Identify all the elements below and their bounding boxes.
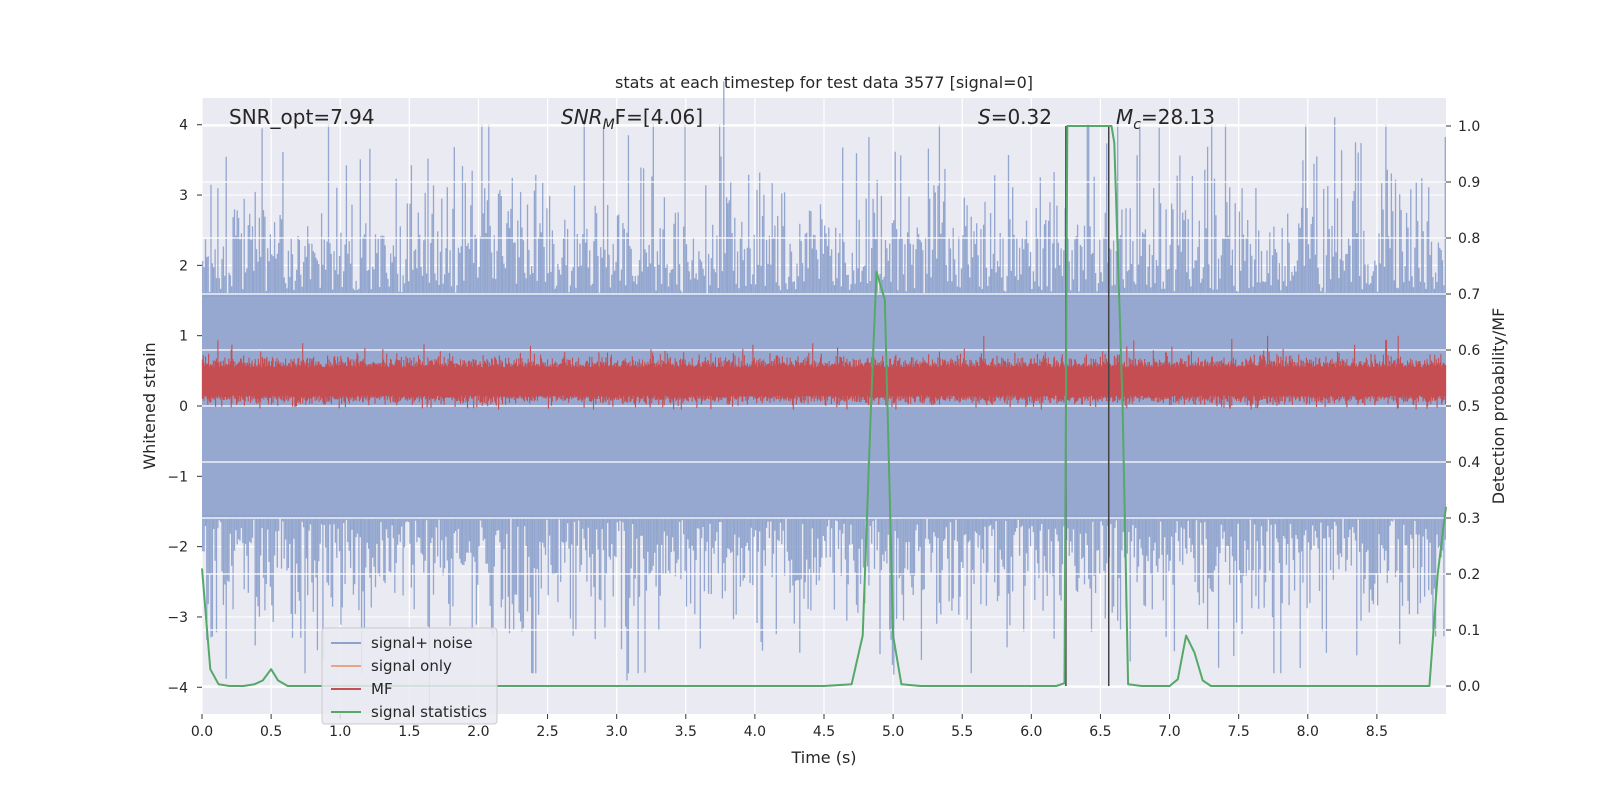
legend-label: signal statistics xyxy=(371,703,487,721)
y-left-tick-label: −1 xyxy=(167,469,188,485)
y-right-tick-label: 1.0 xyxy=(1458,119,1480,135)
s-value: =0.32 xyxy=(991,105,1052,129)
x-tick-label: 4.0 xyxy=(744,724,766,740)
chart-title: stats at each timestep for test data 357… xyxy=(615,73,1033,92)
mf-series xyxy=(201,335,1447,410)
signal-statistics-series xyxy=(201,125,1447,687)
y-left-tick-label: 3 xyxy=(179,188,188,204)
x-tick-label: 7.5 xyxy=(1228,724,1250,740)
snr-mf-suffix: F=[4.06] xyxy=(615,105,703,129)
y-right-tick-label: 0.5 xyxy=(1458,399,1480,415)
x-tick-label: 7.0 xyxy=(1158,724,1180,740)
y-left-tick-label: −2 xyxy=(167,540,188,556)
x-tick-label: 8.5 xyxy=(1366,724,1388,740)
legend-box xyxy=(321,627,498,725)
x-tick-label: 1.0 xyxy=(329,724,351,740)
x-tick-label: 5.0 xyxy=(882,724,904,740)
mc-value: =28.13 xyxy=(1141,105,1215,129)
y-left-tick-label: 0 xyxy=(179,399,188,415)
y-left-tick-label: −3 xyxy=(167,610,188,626)
mc-prefix: M xyxy=(1116,105,1133,129)
legend-items: signal+ noise signal only MF signal statist… xyxy=(331,634,487,721)
x-tick-label: 5.5 xyxy=(951,724,973,740)
y-left-tick-label: 2 xyxy=(179,258,188,274)
signal-statistics-line xyxy=(201,125,1447,687)
y-right-tick-label: 0.0 xyxy=(1458,679,1480,695)
x-axis-label: Time (s) xyxy=(790,748,856,767)
y-right-tick-label: 0.6 xyxy=(1458,343,1480,359)
y-left-tick-label: 4 xyxy=(179,118,188,134)
x-tick-label: 6.0 xyxy=(1020,724,1042,740)
y-axis-right-label: Detection probability/MF xyxy=(1489,308,1508,505)
y-right-tick-label: 0.9 xyxy=(1458,175,1480,191)
s-label: S xyxy=(978,105,991,129)
series-layer xyxy=(201,81,1447,720)
legend-label: signal+ noise xyxy=(371,634,473,652)
x-tick-label: 2.5 xyxy=(536,724,558,740)
x-tick-label: 6.5 xyxy=(1089,724,1111,740)
x-tick-label: 4.5 xyxy=(813,724,835,740)
y-right-tick-label: 0.2 xyxy=(1458,567,1480,583)
y-left-tick-label: −4 xyxy=(167,680,188,696)
y-axis-right-ticks: 1.0 0.9 0.8 0.7 0.6 0.5 0.4 0.3 0.2 0.1 0.0 xyxy=(1446,119,1480,695)
legend: signal+ noise signal only MF signal statist… xyxy=(321,627,498,725)
mf-trace xyxy=(201,335,1447,410)
x-tick-label: 3.0 xyxy=(606,724,628,740)
x-tick-label: 0.0 xyxy=(191,724,213,740)
y-right-tick-label: 0.8 xyxy=(1458,231,1480,247)
snr-mf-prefix: SNR xyxy=(561,105,603,129)
annotation-snr-opt: SNR_opt=7.94 xyxy=(229,105,375,129)
y-right-tick-label: 0.7 xyxy=(1458,287,1480,303)
legend-label: signal only xyxy=(371,657,452,675)
y-right-tick-label: 0.4 xyxy=(1458,455,1480,471)
x-tick-label: 0.5 xyxy=(260,724,282,740)
y-left-tick-label: 1 xyxy=(179,329,188,345)
annotation-mc: Mc=28.13 xyxy=(1116,105,1215,133)
legend-label: MF xyxy=(371,680,393,698)
x-axis-ticks: 0.0 0.5 1.0 1.5 2.0 2.5 3.0 3.5 4.0 4.5 5.0 5.5 6.0 6… xyxy=(191,714,1388,740)
x-tick-label: 3.5 xyxy=(675,724,697,740)
x-tick-label: 2.0 xyxy=(467,724,489,740)
snr-mf-subscript: M xyxy=(603,117,615,133)
mc-subscript: c xyxy=(1133,117,1141,133)
annotation-s: S=0.32 xyxy=(978,105,1052,129)
signal-noise-upper-trace xyxy=(202,81,1446,297)
x-tick-label: 1.5 xyxy=(398,724,420,740)
y-right-tick-label: 0.1 xyxy=(1458,623,1480,639)
x-tick-label: 8.0 xyxy=(1297,724,1319,740)
y-axis-left-label: Whitened strain xyxy=(140,342,159,469)
annotation-snr-mf: SNRMF=[4.06] xyxy=(561,105,703,133)
y-axis-left-ticks: 4 3 2 1 0 −1 −2 −3 −4 xyxy=(167,118,202,696)
y-right-tick-label: 0.3 xyxy=(1458,511,1480,527)
